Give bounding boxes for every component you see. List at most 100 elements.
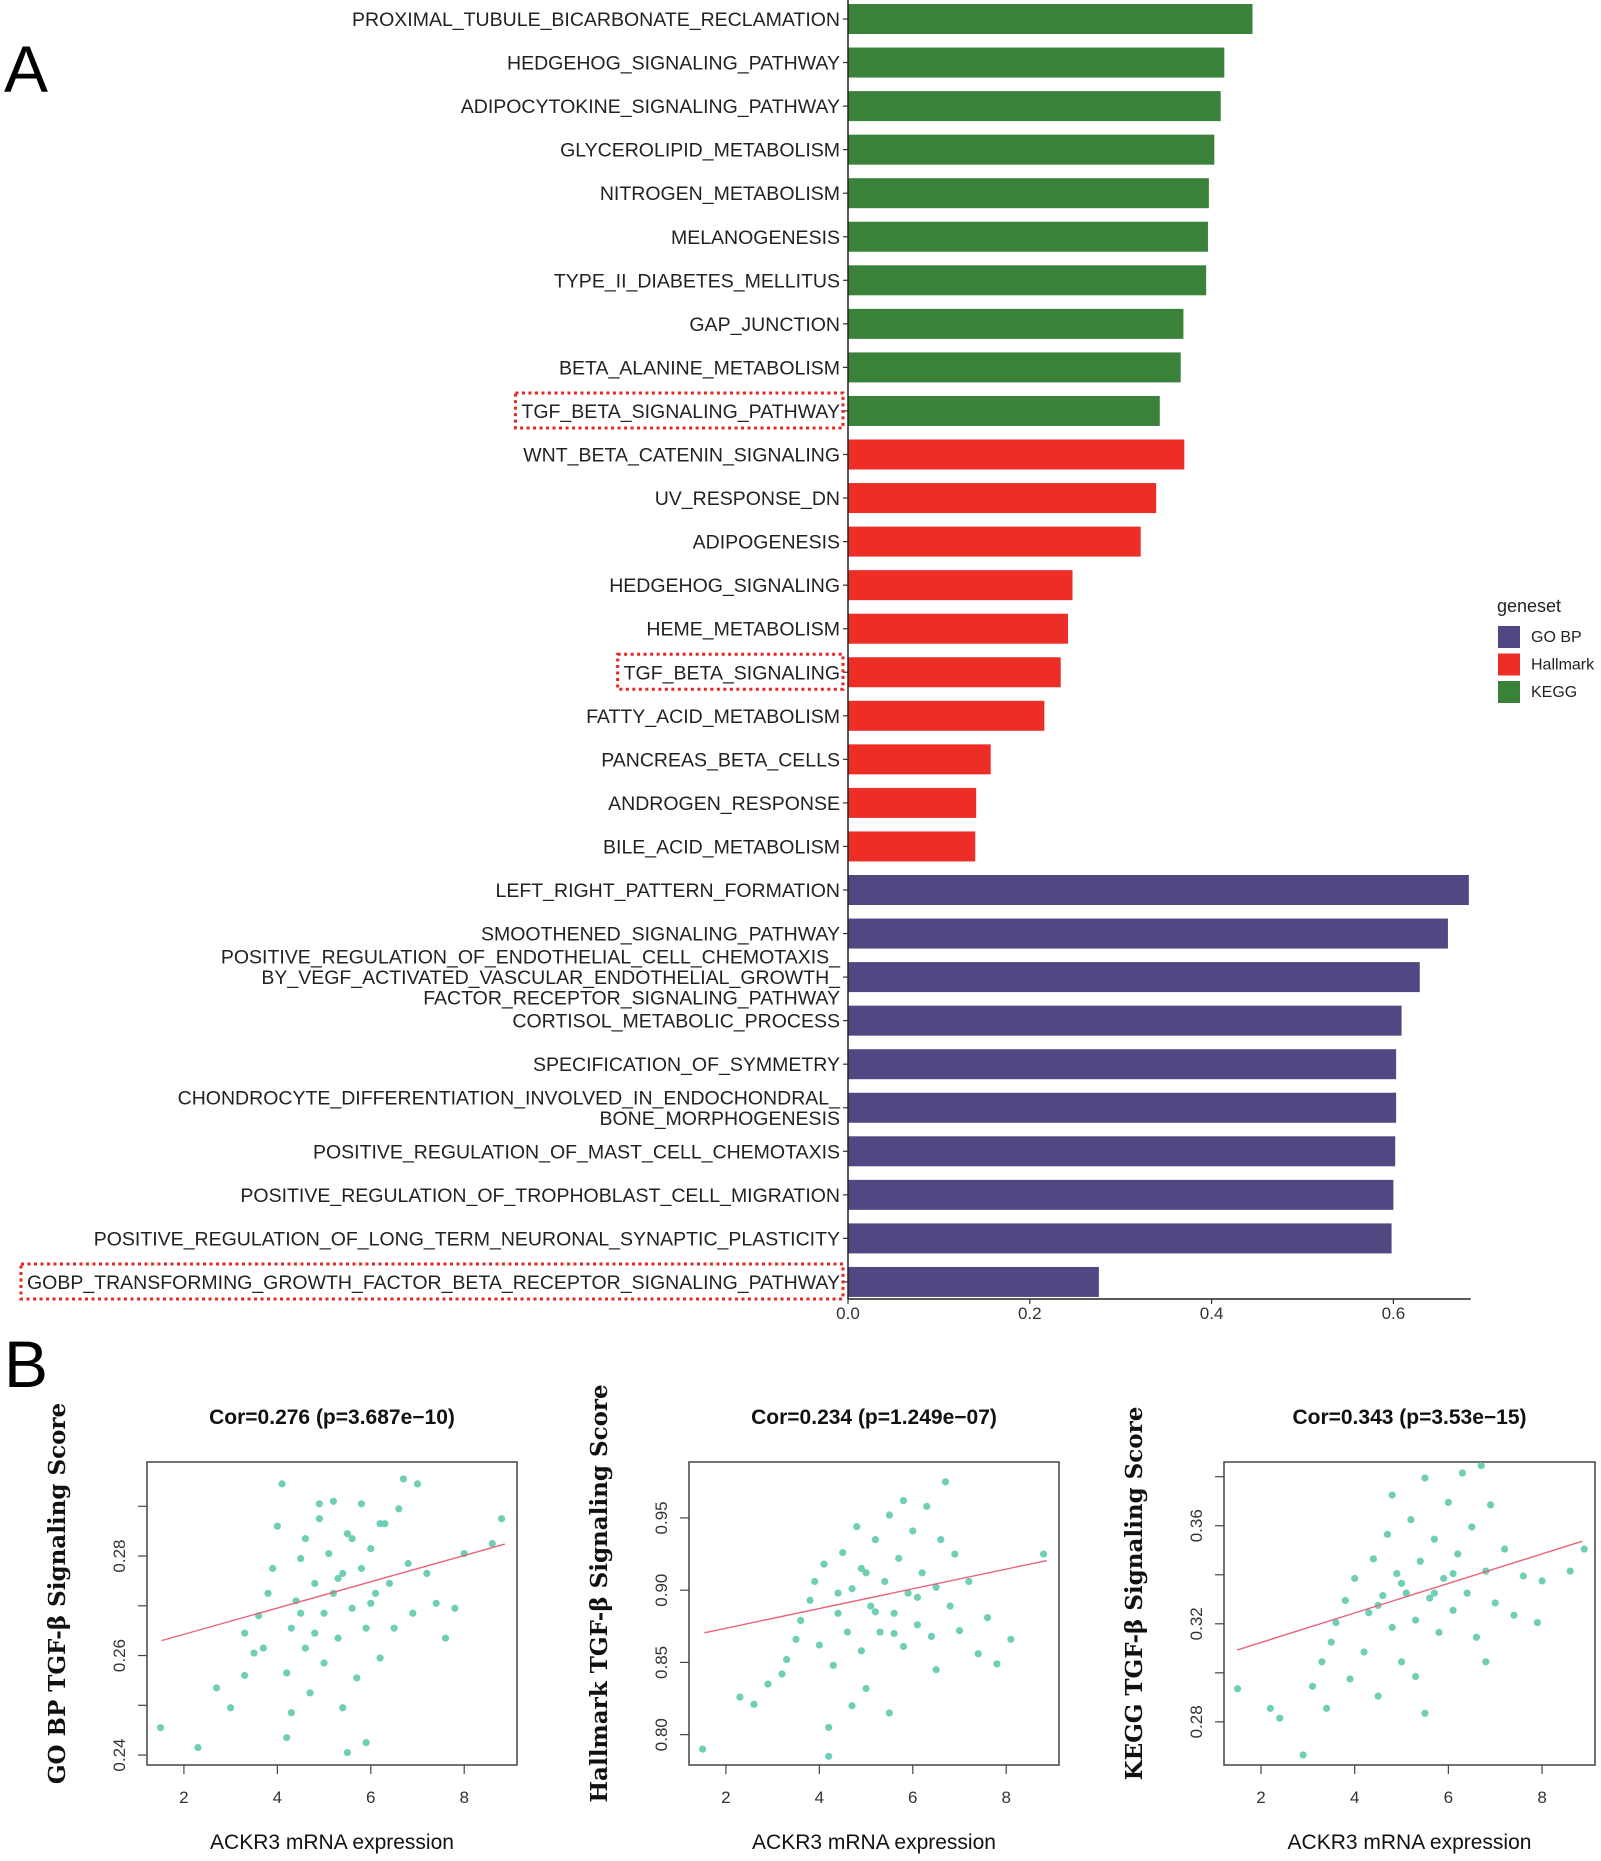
data-point [974,1650,982,1658]
data-point [1449,1606,1457,1614]
scatter-plot-1: Cor=0.276 (p=3.687e−10) 2 4 6 8 0.24 0.26 0.28 A… [44,1403,518,1854]
data-point [1486,1501,1495,1509]
data-point [1360,1648,1368,1656]
data-point [241,1671,249,1680]
data-point [1416,1557,1424,1565]
data-point [376,1520,384,1528]
scatter-plot-2: Cor=0.234 (p=1.249e−07) 2 4 6 8 0.80 0.85 0.90 0… [586,1384,1060,1854]
data-point [367,1599,375,1607]
data-point [315,1500,323,1508]
data-point [297,1609,305,1617]
data-point [376,1654,384,1662]
bar [848,1223,1392,1254]
data-point [241,1629,249,1637]
data-point [1388,1623,1396,1632]
data-point [871,1608,880,1616]
bar [848,395,1160,426]
bar [848,570,1073,601]
y-tick-label: 0.85 [652,1646,671,1679]
data-point [1411,1672,1420,1681]
data-point [413,1480,422,1488]
bar [848,91,1221,122]
data-point [1007,1635,1015,1643]
bar [848,962,1420,993]
data-point [273,1522,281,1530]
data-point [829,1661,837,1669]
bar [848,744,991,775]
data-point [348,1535,356,1543]
x-tick-label: 8 [1001,1788,1010,1807]
data-point [1463,1589,1471,1597]
data-point [1440,1574,1448,1583]
data-point [213,1684,221,1692]
data-point [1500,1545,1509,1553]
data-point [904,1589,912,1597]
data-point [778,1670,786,1678]
regression-line [1236,1540,1583,1651]
highlight-box [616,652,845,691]
data-point [1519,1572,1527,1580]
data-point [848,1702,856,1710]
data-point [885,1709,894,1717]
data-point [983,1614,992,1622]
regression-line [704,1559,1047,1634]
y-tick-label: 0.90 [652,1574,671,1607]
bar-chart-geneset-correlation: PROXIMAL_TUBULE_BICARBONATE_RECLAMATION H… [19,0,1471,1323]
data-point [362,1624,370,1632]
y-tick-label: 0.36 [1187,1509,1206,1542]
bar [848,439,1185,470]
data-point [339,1704,347,1712]
bar [848,1266,1099,1297]
data-point [227,1704,235,1712]
data-point [923,1502,931,1510]
data-point [1346,1675,1354,1683]
data-point [1421,1474,1429,1482]
data-point [881,1577,889,1586]
data-point [885,1511,894,1519]
x-tick-label: 0.6 [1382,1304,1406,1323]
data-point [1482,1658,1490,1666]
data-point [297,1554,305,1563]
data-point [283,1669,291,1677]
x-tick-label: 4 [1350,1788,1359,1807]
y-tick-label: 0.26 [110,1639,129,1672]
data-point [1510,1611,1518,1619]
data-point [287,1709,295,1717]
bar-label: POSITIVE_REGULATION_OF_LONG_TERM_NEURONA… [94,1228,840,1250]
data-point [876,1628,884,1636]
x-axis-label: ACKR3 mRNA expression [210,1831,454,1854]
data-point [1458,1469,1467,1477]
bar [848,1049,1397,1080]
data-point [895,1554,903,1562]
data-point [441,1634,450,1642]
bar-label: CHONDROCYTE_DIFFERENTIATION_INVOLVED_IN_… [178,1088,842,1110]
plot-frame [1223,1461,1596,1766]
data-point [1327,1638,1335,1646]
data-point [815,1641,823,1649]
data-point [862,1684,870,1693]
data-point [1374,1692,1382,1700]
data-point [811,1577,819,1586]
data-point [1266,1704,1274,1712]
data-point [343,1530,352,1538]
data-point [1426,1594,1434,1602]
data-point [1407,1516,1415,1524]
data-point [750,1700,758,1708]
data-point [1318,1658,1326,1666]
data-point [320,1609,328,1617]
bar-label: ADIPOCYTOKINE_SIGNALING_PATHWAY [461,96,840,118]
bar [848,700,1045,731]
data-point [283,1734,291,1742]
data-point [1472,1633,1481,1641]
bar-label: BY_VEGF_ACTIVATED_VASCULAR_ENDOTHELIAL_G… [261,967,841,989]
data-point [1332,1618,1340,1627]
data-point [1444,1498,1452,1507]
bar [848,918,1448,949]
data-point [399,1475,408,1483]
x-axis-label: ACKR3 mRNA expression [752,1831,996,1854]
data-point [409,1609,417,1617]
data-point [783,1655,791,1664]
data-point [194,1743,202,1752]
data-point [1411,1616,1420,1624]
data-point [357,1500,366,1508]
